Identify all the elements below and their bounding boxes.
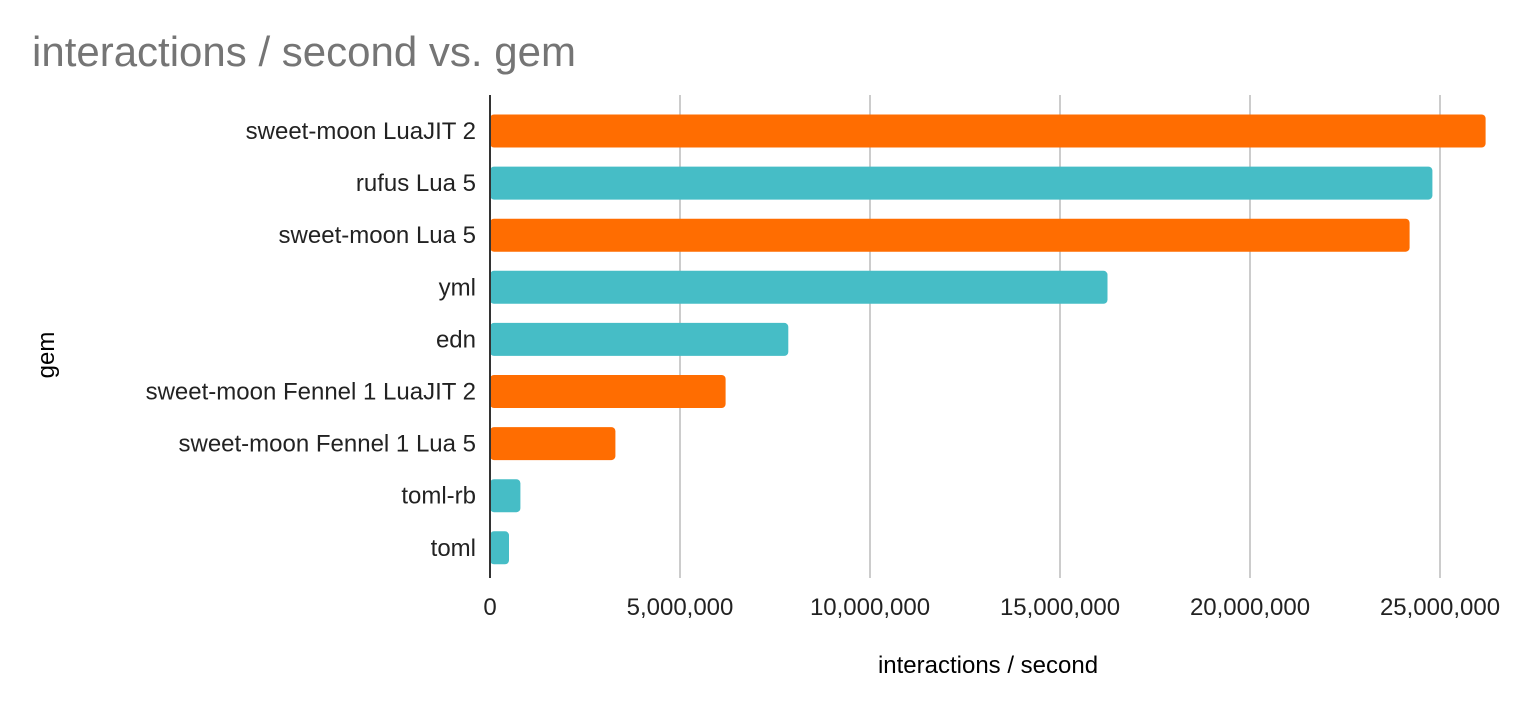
category-label: sweet-moon Fennel 1 Lua 5: [178, 431, 476, 458]
bar: [490, 531, 509, 565]
x-axis-title: interactions / second: [878, 652, 1098, 679]
chart-title: interactions / second vs. gem: [32, 28, 576, 75]
y-axis-title: gem: [33, 332, 60, 379]
category-label: sweet-moon LuaJIT 2: [246, 118, 476, 145]
bar: [490, 479, 521, 513]
x-tick-label: 5,000,000: [627, 594, 734, 621]
x-tick-label: 15,000,000: [1000, 594, 1120, 621]
x-tick-label: 20,000,000: [1190, 594, 1310, 621]
category-label: edn: [436, 326, 476, 353]
bar: [490, 166, 1433, 200]
bar: [490, 218, 1410, 252]
category-label: rufus Lua 5: [356, 170, 476, 197]
bar: [490, 375, 726, 408]
bar: [490, 270, 1108, 304]
bar: [490, 427, 616, 461]
x-tick-label: 25,000,000: [1380, 594, 1500, 621]
category-label: sweet-moon Fennel 1 LuaJIT 2: [146, 379, 476, 406]
x-tick-labels: 0 5,000,000 10,000,000 15,000,000 20,000,000…: [483, 594, 1500, 621]
category-labels: sweet-moon LuaJIT 2 rufus Lua 5 sweet-moon…: [146, 118, 476, 562]
x-tick-label: 10,000,000: [810, 594, 930, 621]
bar: [490, 322, 789, 356]
category-label: sweet-moon Lua 5: [279, 222, 476, 249]
x-tick-label: 0: [483, 594, 496, 621]
category-label: toml: [431, 535, 476, 562]
bars: [490, 114, 1486, 565]
category-label: yml: [439, 274, 476, 301]
category-label: toml-rb: [401, 483, 476, 510]
bar: [490, 114, 1486, 148]
